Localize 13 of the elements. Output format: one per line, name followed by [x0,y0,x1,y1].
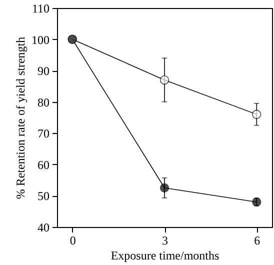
y-tick-label: 90 [38,64,50,78]
x-tick-label: 0 [70,234,76,248]
y-tick-label: 70 [38,126,50,141]
y-axis-title: % Retention rate of yield strength [14,36,28,200]
y-tick-label: 60 [38,158,50,172]
y-tick-label: 50 [38,189,50,204]
x-axis-title: Exposure time/months [110,248,220,262]
x-tick-label: 6 [254,234,260,248]
y-tick-label: 100 [32,32,50,47]
y-tick-label: 80 [38,95,50,110]
y-tick-label: 40 [38,220,50,234]
y-tick-label: 110 [32,2,50,16]
x-tick-label: 3 [162,234,168,248]
